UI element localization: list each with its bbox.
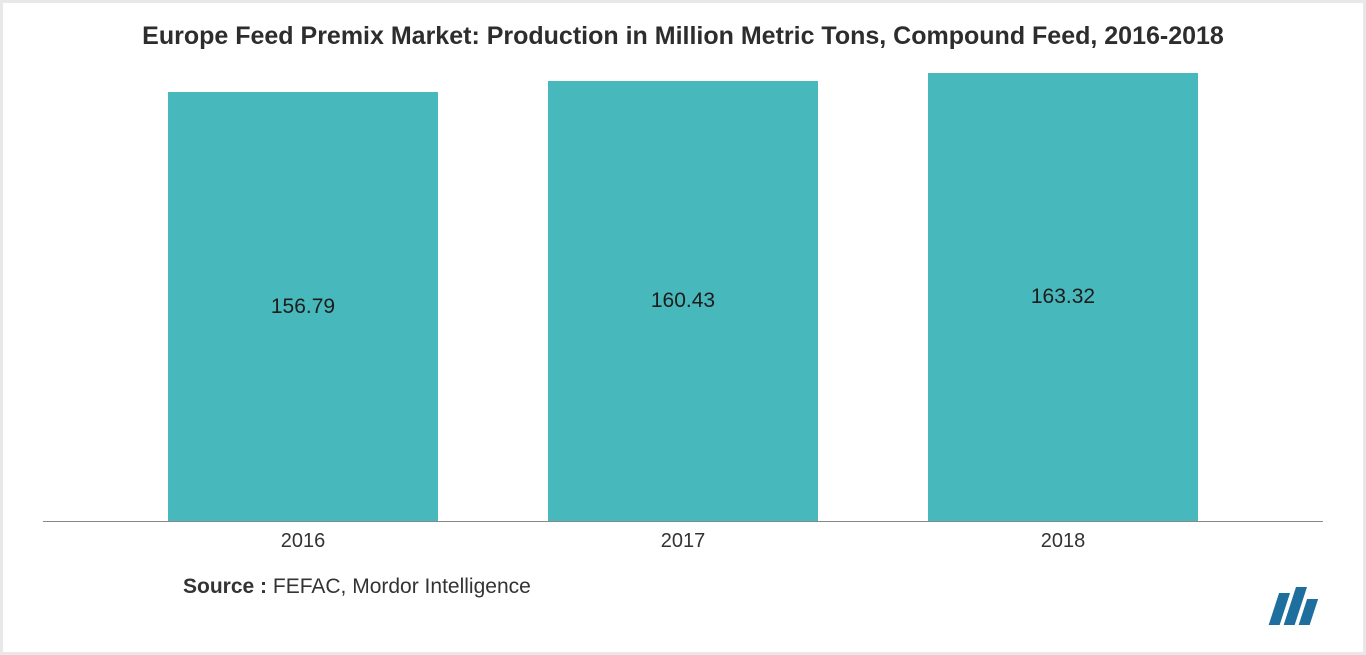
bar-group: 156.79 [168, 92, 438, 521]
bar-value-label: 156.79 [271, 295, 335, 319]
bar-2017: 160.43 [548, 81, 818, 521]
bar-group: 160.43 [548, 81, 818, 521]
bar-value-label: 160.43 [651, 289, 715, 313]
bar-value-label: 163.32 [1031, 285, 1095, 309]
bar-group: 163.32 [928, 73, 1198, 521]
source-text: FEFAC, Mordor Intelligence [267, 575, 531, 598]
x-tick-label: 2018 [928, 530, 1198, 553]
source-label: Source : [183, 575, 267, 598]
chart-plot-area: 156.79 160.43 163.32 [43, 70, 1323, 522]
x-tick-label: 2017 [548, 530, 818, 553]
bar-2018: 163.32 [928, 73, 1198, 521]
source-attribution: Source : FEFAC, Mordor Intelligence [43, 575, 1323, 599]
bar-2016: 156.79 [168, 92, 438, 521]
x-tick-label: 2016 [168, 530, 438, 553]
x-axis: 2016 2017 2018 [43, 522, 1323, 553]
chart-container: Europe Feed Premix Market: Production in… [0, 0, 1366, 655]
chart-title: Europe Feed Premix Market: Production in… [108, 21, 1258, 52]
mordor-intelligence-logo-icon [1267, 587, 1329, 630]
